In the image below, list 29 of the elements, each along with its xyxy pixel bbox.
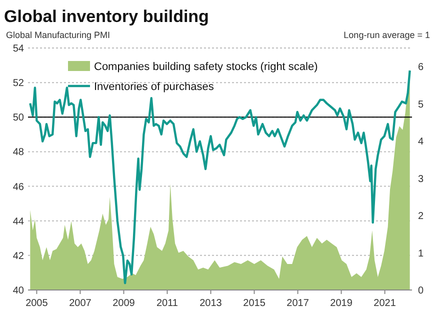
x-tick-label: 2021	[374, 298, 396, 309]
y2-axis-title: Long-run average = 1	[344, 30, 430, 40]
x-tick-label: 2015	[243, 298, 266, 309]
legend-label: Inventories of purchases	[94, 80, 214, 93]
x-tick-label: 2017	[286, 298, 310, 309]
x-tick-label: 2005	[26, 298, 48, 309]
y-axis-title: Global Manufacturing PMI	[6, 30, 110, 40]
y2-tick-label: 2	[418, 211, 424, 222]
chart-title: Global inventory building	[4, 7, 209, 26]
x-tick-label: 2009	[112, 298, 136, 309]
x-tick-label: 2007	[69, 298, 92, 309]
y2-tick-label: 5	[418, 99, 424, 110]
y-tick-label: 44	[12, 216, 24, 228]
y-tick-label: 52	[12, 78, 24, 90]
y2-tick-label: 3	[418, 174, 424, 185]
y-tick-label: 48	[12, 147, 24, 158]
y-tick-label: 40	[12, 286, 24, 296]
y-tick-label: 54	[12, 44, 24, 54]
legend-label: Companies building safety stocks (right scale)	[94, 60, 318, 73]
x-tick-label: 2013	[200, 298, 222, 309]
y-tick-label: 50	[12, 112, 24, 124]
x-tick-label: 2011	[156, 298, 178, 309]
y-tick-label: 46	[12, 182, 24, 193]
y2-tick-label: 0	[418, 286, 424, 296]
x-tick-label: 2019	[330, 298, 353, 309]
y2-tick-label: 4	[418, 136, 424, 148]
y2-tick-label: 6	[418, 62, 424, 74]
y2-tick-label: 1	[418, 248, 424, 260]
y-tick-label: 42	[12, 250, 24, 262]
